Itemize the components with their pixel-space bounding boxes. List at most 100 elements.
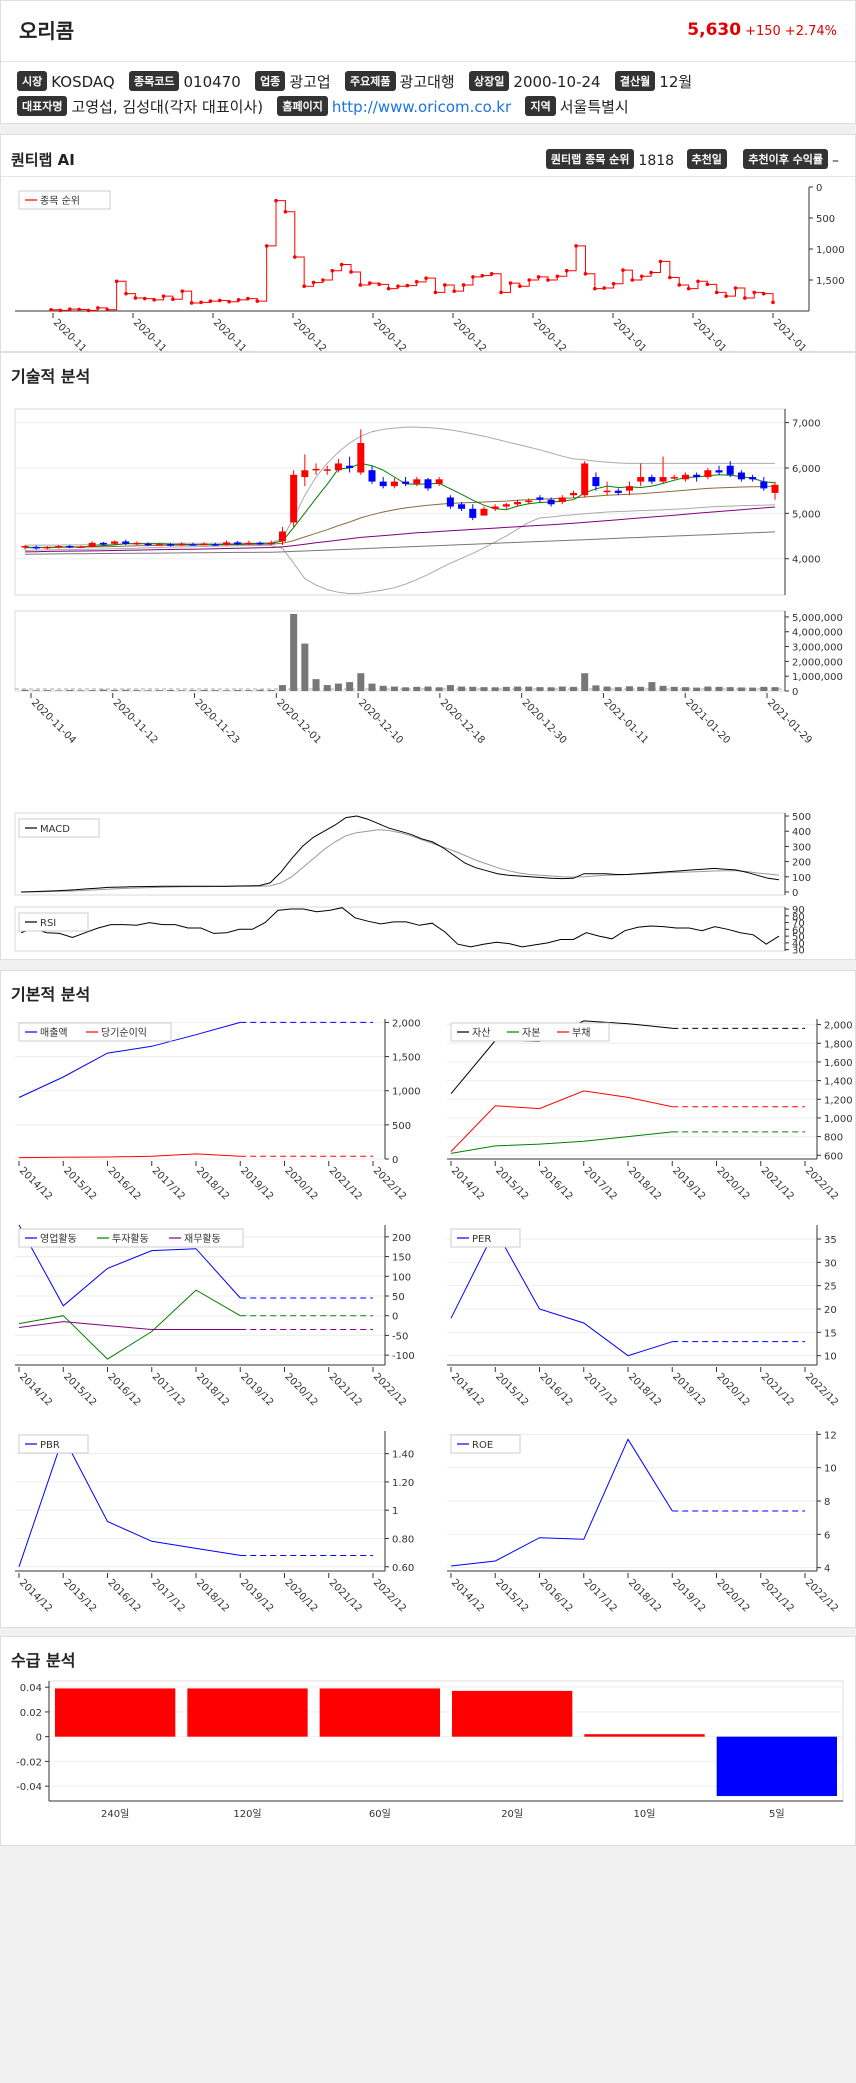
price-x-tick-label: 2020-11-12: [111, 697, 160, 746]
volume-y-tick-label: 3,000,000: [792, 643, 843, 654]
candle-body: [334, 463, 342, 471]
volume-bar: [256, 689, 264, 691]
volume-bar: [21, 689, 29, 691]
candle-body: [245, 542, 253, 545]
rank-series-point: [49, 307, 53, 312]
rank-series-point: [649, 270, 653, 275]
candle-body: [491, 506, 499, 509]
price-value: 5,630: [687, 20, 742, 40]
rank-series-point: [292, 255, 297, 259]
rsi-line: [20, 907, 780, 948]
balance-x-tick-label: 2016/12: [537, 1165, 574, 1202]
candle-body: [368, 470, 376, 482]
rank-y-tick-label: 500: [816, 214, 835, 225]
cashflow-legend-label: 재무활동: [184, 1232, 221, 1245]
rank-x-tick-label: 2020-12-10: [371, 317, 420, 351]
rank-series-point: [171, 297, 175, 302]
pbr-legend-label: PBR: [40, 1440, 60, 1451]
price-bb-lower-line: [24, 504, 776, 595]
volume-bar: [144, 690, 152, 691]
volume-bar: [290, 613, 298, 691]
rank-series-point: [414, 280, 419, 284]
volume-bar: [167, 689, 175, 691]
supply-x-tick-label: 20일: [501, 1808, 523, 1820]
candle-body: [402, 481, 410, 484]
volume-panel-frame: [14, 610, 786, 692]
industry-tag: 업종: [255, 71, 286, 91]
quant-meta: 퀀티랩 종목 순위 1818 추천일 추천이후 수익률 –: [538, 149, 839, 169]
rank-series-point: [452, 289, 456, 293]
candle-body: [32, 546, 40, 549]
rank-series-point: [733, 286, 738, 290]
rank-series-point: [396, 284, 400, 288]
fundamental-card: 기본적 분석 0 500 1,000 1,500 2,000 2014/12 2015/12…: [0, 970, 856, 1628]
volume-bar: [614, 687, 622, 691]
roe-series-line: [450, 1438, 673, 1567]
rank-series-point: [339, 262, 344, 267]
rank-series-point: [424, 276, 428, 280]
balance-y-tick-label: 1,400: [824, 1077, 853, 1088]
homepage-link[interactable]: http://www.oricom.co.kr: [331, 98, 512, 116]
volume-y-tick-label: 2,000,000: [792, 657, 843, 668]
rank-series-point: [236, 298, 241, 302]
rec-date-tag: 추천일: [686, 149, 727, 169]
rank-series-point: [358, 283, 363, 287]
rank-series-point: [480, 273, 485, 278]
candle-body: [222, 542, 230, 546]
pbr-series-line: [18, 1435, 241, 1567]
volume-bar: [278, 685, 286, 691]
macd-y-tick-label: 200: [792, 858, 811, 869]
rsi-y-tick-label: 50: [792, 932, 805, 943]
rank-series-point: [546, 278, 550, 282]
supply-title: 수급 분석: [11, 1651, 76, 1670]
candle-body: [55, 546, 63, 548]
rank-series-point: [377, 282, 381, 287]
per-x-tick-label: 2021/12: [759, 1371, 796, 1408]
rank-series-point: [724, 294, 728, 298]
rank-series-point: [283, 210, 288, 214]
price-x-tick-label: 2020-11-23: [192, 697, 241, 746]
per-x-tick-label: 2015/12: [493, 1371, 530, 1408]
per-series-line: [450, 1228, 673, 1357]
sales-x-tick-label: 2019/12: [238, 1165, 275, 1202]
rank-series-point: [564, 268, 569, 273]
stock-name: 오리콤: [19, 19, 75, 43]
volume-bar: [715, 686, 723, 691]
rsi-y-tick-label: 60: [792, 925, 805, 936]
volume-bar: [704, 686, 712, 691]
rank-series-point: [189, 301, 194, 305]
macd-y-tick-label: 300: [792, 842, 811, 853]
rank-series-point: [743, 296, 747, 300]
rank-series-point: [180, 289, 185, 293]
volume-bar: [469, 686, 477, 691]
rank-series-point: [752, 290, 757, 295]
supply-chart: -0.04 -0.02 0 0.02 0.04 240일 120일 60일 20일 10일 5일: [16, 1680, 844, 1820]
candle-body: [536, 497, 544, 500]
volume-y-tick-label: 0: [792, 687, 798, 698]
sales-x-tick-label: 2014/12: [17, 1165, 54, 1202]
cashflow-y-tick-label: 50: [392, 1292, 405, 1303]
volume-bar: [760, 686, 768, 691]
candle-body: [379, 481, 387, 487]
sales-y-tick-label: 0: [392, 1155, 398, 1166]
balance-y-tick-label: 1,000: [824, 1114, 853, 1125]
per-x-tick-label: 2017/12: [582, 1371, 619, 1408]
volume-bar: [424, 686, 432, 691]
stock-header-card: 오리콤 5,630 +150 +2.74% 시장 KOSDAQ 종목코드 010470 …: [0, 0, 856, 124]
rec-return-tag: 추천이후 수익률: [743, 149, 828, 169]
macd-y-tick-label: 100: [792, 873, 811, 884]
rank-series-point: [86, 308, 91, 313]
rank-legend-label: 종목 순위: [40, 194, 80, 207]
fiscal-value: 12월: [659, 73, 693, 91]
sales-x-tick-label: 2017/12: [150, 1165, 187, 1202]
price-x-tick-label: 2021-01-20: [683, 697, 732, 746]
rsi-legend-box: [18, 912, 89, 932]
per-y-tick-label: 20: [824, 1305, 837, 1316]
price-x-tick-label: 2021-01-11: [601, 697, 650, 746]
candle-body: [502, 504, 510, 507]
rsi-y-tick-label: 90: [792, 905, 805, 916]
candle-body: [290, 474, 298, 523]
candle-body: [446, 497, 454, 507]
candle-body: [66, 546, 74, 548]
rank-series-point: [217, 298, 222, 303]
